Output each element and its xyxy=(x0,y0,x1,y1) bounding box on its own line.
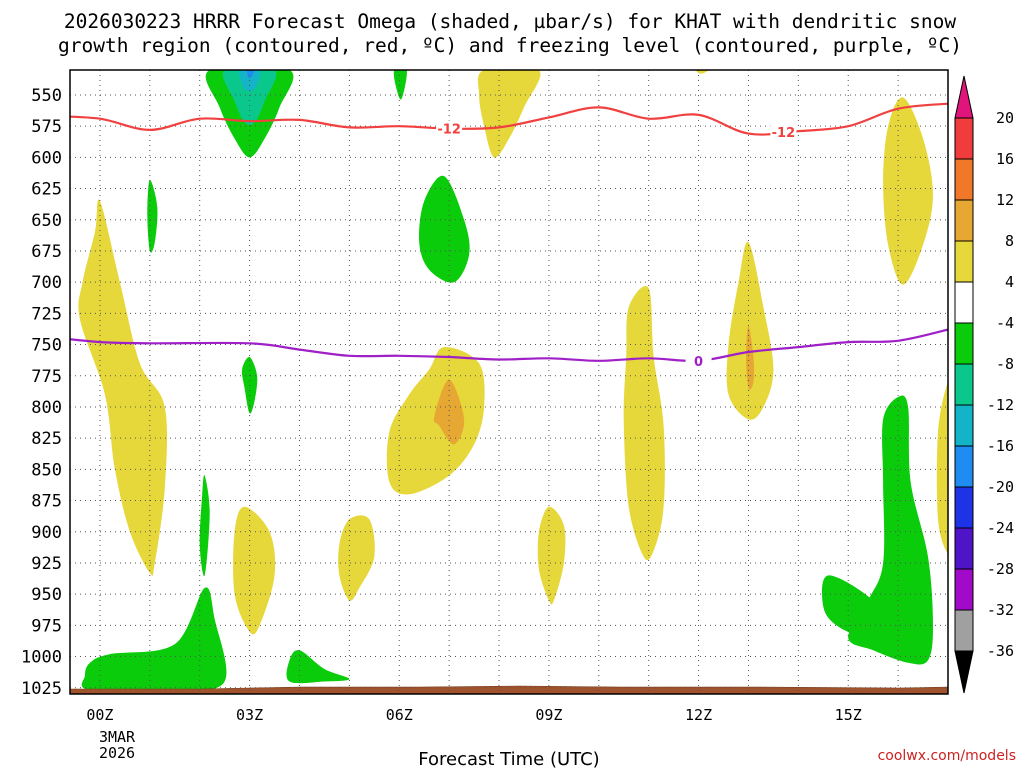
colorbar-band xyxy=(954,404,974,447)
chart-title-line2: growth region (contoured, red, ºC) and f… xyxy=(58,34,962,57)
x-tick-label: 06Z xyxy=(386,706,413,724)
y-tick-label: 675 xyxy=(31,242,62,262)
omega-positive-region xyxy=(338,515,375,601)
omega-negative-region xyxy=(147,179,158,253)
y-tick-label: 975 xyxy=(31,616,62,636)
y-tick-label: 875 xyxy=(31,492,62,512)
omega-negative-region xyxy=(199,475,210,577)
colorbar-bottom-arrow xyxy=(954,650,974,694)
dgz-contour-label: -12 xyxy=(437,123,461,138)
plot-frame xyxy=(69,69,949,695)
y-tick-label: 825 xyxy=(31,429,62,449)
plot-area xyxy=(70,70,948,694)
omega-negative-region xyxy=(222,70,277,126)
y-tick-label: 575 xyxy=(31,117,62,137)
y-tick-label: 1000 xyxy=(21,648,62,668)
omega-positive-region xyxy=(883,97,933,285)
y-tick-label: 1025 xyxy=(21,679,62,699)
credit-text: coolwx.com/models xyxy=(878,748,1016,764)
y-tick-label: 725 xyxy=(31,304,62,324)
omega-negative-region xyxy=(419,175,470,283)
y-axis-ticks: 550 575 600 625 650 675 700 725 750 775 800 825 850 8… xyxy=(21,86,62,699)
dgz-contour xyxy=(70,102,948,136)
colorbar-tick-label: -28 xyxy=(987,560,1014,578)
colorbar-tick-label: 12 xyxy=(996,191,1014,209)
y-tick-label: 600 xyxy=(31,148,62,168)
y-tick-label: 900 xyxy=(31,523,62,543)
dgz-contour-label-bg xyxy=(770,123,797,140)
colorbar-band xyxy=(954,199,974,242)
x-date-label-year: 2026 xyxy=(99,744,135,762)
colorbar-band xyxy=(954,445,974,488)
colorbar-tick-label: -16 xyxy=(987,437,1014,455)
freezing-level-contour xyxy=(70,328,948,363)
x-date-label-day: 3MAR xyxy=(99,728,136,746)
contour-lines: -12 -12 0 xyxy=(70,102,948,370)
colorbar-band xyxy=(954,486,974,529)
colorbar-band xyxy=(954,158,974,201)
colorbar-band xyxy=(954,322,974,365)
colorbar-tick-label: -24 xyxy=(987,519,1014,537)
colorbar-tick-label: -36 xyxy=(987,642,1014,660)
colorbar-tick-label: 4 xyxy=(1005,273,1014,291)
y-tick-label: 750 xyxy=(31,336,62,356)
omega-negative-region xyxy=(848,395,933,665)
colorbar-tick-label: -8 xyxy=(996,355,1014,373)
y-tick-label: 700 xyxy=(31,273,62,293)
omega-positive-region xyxy=(78,199,168,576)
omega-positive-region xyxy=(746,325,755,390)
colorbar-tick-label: -12 xyxy=(987,396,1014,414)
y-tick-label: 850 xyxy=(31,460,62,480)
omega-positive-region xyxy=(537,506,566,605)
omega-positive-region xyxy=(623,286,665,561)
terrain xyxy=(70,685,948,694)
terrain-surface xyxy=(70,685,948,694)
colorbar-band xyxy=(954,568,974,611)
y-tick-label: 550 xyxy=(31,86,62,106)
x-tick-label: 03Z xyxy=(236,706,263,724)
y-tick-label: 925 xyxy=(31,554,62,574)
chart-title-line1: 2026030223 HRRR Forecast Omega (shaded, … xyxy=(64,10,956,33)
omega-negative-region xyxy=(81,587,227,692)
omega-negative-region xyxy=(393,70,407,100)
colorbar: 20 16 12 8 4 -4 -8 -12 -16 -20 -24 -28 -32 -36 xyxy=(954,75,1014,694)
x-axis-ticks: 00Z 03Z 06Z 09Z 12Z 15Z xyxy=(86,706,861,724)
colorbar-band xyxy=(954,281,974,324)
omega-positive-region xyxy=(936,382,948,555)
colorbar-band xyxy=(954,527,974,570)
x-tick-label: 00Z xyxy=(86,706,113,724)
omega-negative-region xyxy=(286,650,350,684)
omega-shading xyxy=(78,70,948,692)
omega-positive-region xyxy=(477,70,541,158)
colorbar-tick-label: 8 xyxy=(1005,232,1014,250)
colorbar-top-arrow xyxy=(954,75,974,119)
y-tick-label: 950 xyxy=(31,585,62,605)
freezing-level-contour-label-bg xyxy=(685,352,712,369)
colorbar-band xyxy=(954,117,974,160)
colorbar-tick-label: -20 xyxy=(987,478,1014,496)
y-tick-label: 650 xyxy=(31,211,62,231)
colorbar-tick-label: -4 xyxy=(996,314,1014,332)
omega-positive-region xyxy=(726,241,774,420)
colorbar-band xyxy=(954,240,974,283)
colorbar-tick-label: -32 xyxy=(987,601,1014,619)
colorbar-band xyxy=(954,363,974,406)
freezing-level-contour-label: 0 xyxy=(694,355,703,370)
omega-positive-region xyxy=(233,506,276,635)
y-tick-label: 625 xyxy=(31,180,62,200)
y-tick-label: 800 xyxy=(31,398,62,418)
dgz-contour-label-bg xyxy=(436,120,463,137)
x-tick-label: 12Z xyxy=(685,706,712,724)
y-tick-label: 775 xyxy=(31,367,62,387)
x-tick-label: 09Z xyxy=(535,706,562,724)
x-tick-label: 15Z xyxy=(835,706,862,724)
colorbar-band xyxy=(954,609,974,652)
dgz-contour-label: -12 xyxy=(772,126,796,141)
omega-negative-region xyxy=(246,70,255,79)
colorbar-tick-label: 16 xyxy=(996,150,1014,168)
omega-positive-region xyxy=(433,379,465,445)
x-axis-title: Forecast Time (UTC) xyxy=(418,749,599,768)
colorbar-tick-label: 20 xyxy=(996,109,1014,127)
